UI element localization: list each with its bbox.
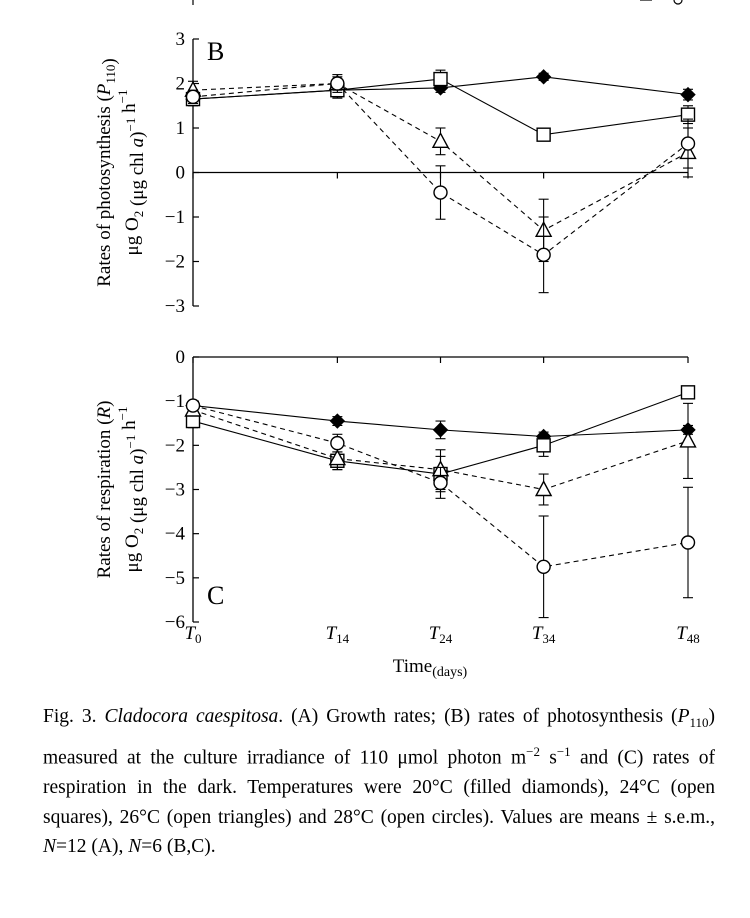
panel-label: C (207, 581, 224, 610)
open-circle-marker (433, 475, 448, 491)
y-tick-label: −2 (165, 252, 185, 273)
y-tick-label: −6 (165, 612, 185, 633)
open-circle-marker (433, 185, 448, 200)
x-tick-label: T0 (184, 623, 201, 646)
y-axis-label-line2: μg O2 (μg chl a)−1 h−1 (115, 407, 148, 573)
caption-text-1: . (A) Growth rates; (B) rates of photosy… (278, 706, 678, 727)
open-circle-marker (680, 535, 696, 550)
y-tick-label: 0 (176, 347, 186, 368)
y-axis-label: Rates of photosynthesis (P110) (94, 58, 120, 287)
open-circle-marker (680, 136, 696, 151)
filled-diamond-marker (535, 69, 552, 85)
y-tick-label: 0 (176, 163, 186, 184)
open-triangle-marker (679, 431, 697, 448)
caption-exponent-1: −2 (526, 744, 540, 760)
caption-text-5: =12 (A), (56, 836, 129, 858)
caption-text-6: =6 (B,C). (141, 836, 216, 858)
caption-p-symbol: P (677, 706, 690, 727)
figure-caption: Fig. 3. Cladocora caespitosa. (A) Growth… (43, 702, 715, 862)
open-circle-marker (330, 76, 345, 91)
caption-text-2: ) measured at the culture irradiance of … (43, 706, 716, 769)
y-axis-label-line2: μg O2 (μg chl a)−1 h−1 (115, 90, 148, 256)
panel-a-remnant (192, 0, 683, 5)
y-tick-label: −5 (165, 568, 185, 589)
open-circle-marker (185, 89, 201, 105)
x-tick-label: T24 (429, 623, 453, 646)
caption-n-2: N (128, 836, 142, 858)
filled-diamond-marker (432, 422, 449, 438)
y-tick-label: 2 (176, 74, 186, 95)
open-triangle-marker (534, 480, 553, 497)
open-triangle-marker (328, 449, 347, 466)
figure: 3 2 1 0 −1 −2 −3 B Rates of photosynthesis (P110… (94, 0, 700, 680)
open-circle-series-line (192, 405, 689, 568)
y-tick-label: −3 (165, 296, 185, 317)
caption-exponent-2: −1 (556, 744, 571, 760)
x-tick-label: T48 (676, 623, 700, 646)
open-square-marker (433, 71, 448, 87)
y-tick-label: 3 (176, 29, 186, 50)
caption-n-1: N (43, 836, 57, 858)
y-tick-label: −1 (165, 391, 185, 412)
x-tick-label: T14 (326, 623, 350, 646)
y-tick-label: −1 (165, 207, 185, 228)
caption-fig-number: Fig. 3. (43, 706, 97, 727)
caption-text-3: s (539, 747, 557, 769)
open-square-marker (680, 385, 696, 400)
panel-c: 0 −1 −2 −3 −4 −5 −6T0 T14 T24 T34 T48 C Rates of res… (94, 347, 700, 646)
y-tick-label: 1 (176, 118, 186, 139)
open-square-marker (536, 438, 551, 453)
open-circle-marker (536, 247, 551, 263)
open-triangle-marker (431, 131, 450, 149)
caption-p-subscript: 110 (689, 714, 709, 730)
open-square-marker (536, 127, 551, 142)
open-circle-marker (330, 435, 345, 451)
open-circle-marker (536, 559, 551, 574)
panel-label: B (207, 37, 224, 66)
y-tick-label: −3 (165, 480, 185, 501)
x-axis-label: Time(days) (393, 656, 468, 680)
x-tick-label: T34 (532, 623, 556, 646)
filled-diamond-marker (329, 413, 346, 429)
y-tick-label: −4 (165, 524, 186, 545)
caption-species: Cladocora caespitosa (104, 706, 279, 727)
y-axis-label: Rates of respiration (R) (94, 401, 115, 579)
filled-diamond-marker (680, 86, 696, 103)
caption-text-4: and (C) rates of respiration in the dark… (43, 747, 715, 828)
y-tick-label: −2 (165, 435, 185, 456)
panel-b: 3 2 1 0 −1 −2 −3 B Rates of photosynthesis (P110… (94, 29, 697, 317)
open-circle-marker (185, 398, 201, 413)
